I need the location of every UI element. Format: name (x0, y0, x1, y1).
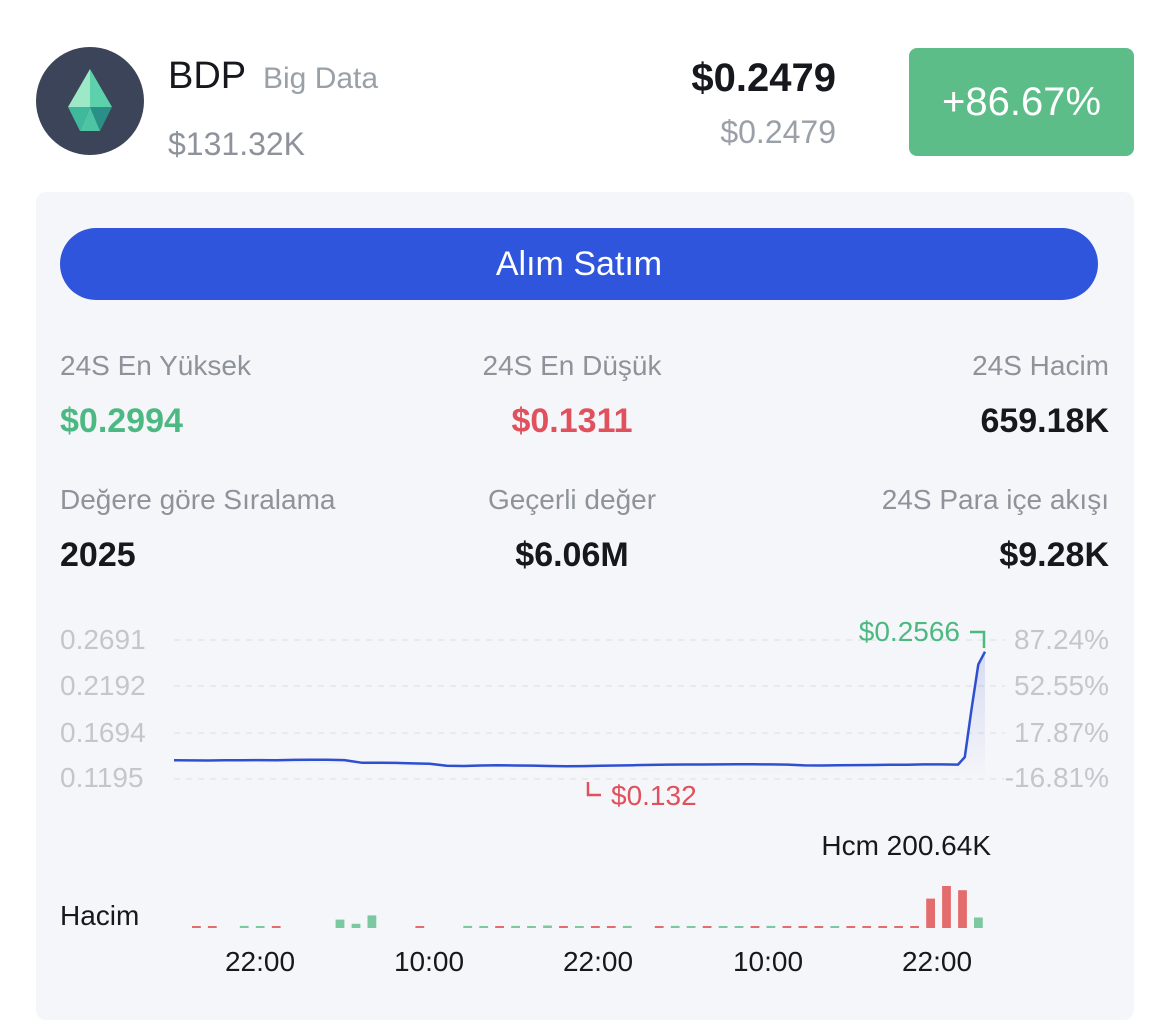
volume-bar-down (415, 926, 425, 928)
inflow-24h-label: 24S Para içe akışı (881, 484, 1109, 515)
volume-bar-up (718, 926, 728, 928)
volume-bar-down (271, 926, 281, 928)
low-24h-label: 24S En Düşük (482, 350, 662, 381)
secondary-price: $0.2479 (720, 114, 836, 150)
volume-24h-label: 24S Hacim (972, 350, 1109, 381)
rank-value: 2025 (60, 536, 136, 574)
y-tick-left: 0.2192 (60, 670, 146, 701)
inflow-24h-value: $9.28K (999, 536, 1109, 574)
low-24h-value: $0.1311 (511, 402, 633, 440)
volume-bars (192, 886, 983, 928)
coin-logo-icon (36, 47, 144, 155)
volume-bar-down (192, 926, 201, 928)
market-cap: $131.32K (168, 126, 306, 162)
volume-bar-up (686, 926, 696, 928)
high-marker-bracket (970, 630, 986, 648)
volume-bar-up (479, 926, 489, 928)
rank-label: Değere göre Sıralama (60, 484, 336, 515)
volume-max-label: Hcm 200.64K (821, 830, 991, 861)
volume-bar-up (367, 915, 377, 928)
volume-bar-up (335, 919, 345, 928)
trade-button[interactable]: Alım Satım (60, 228, 1098, 300)
volume-bar-up (670, 925, 680, 928)
volume-bar-down (495, 926, 504, 928)
time-label: 10:00 (393, 946, 465, 977)
volume-bar-down (958, 890, 967, 928)
volume-bar-up (766, 925, 776, 928)
coin-name: Big Data (263, 62, 379, 95)
volume-bar-up (830, 926, 840, 928)
y-tick-left: 0.1195 (60, 762, 144, 793)
volume-bar-down (814, 926, 824, 928)
volume-bar-down (606, 926, 616, 928)
y-tick-left: 0.2691 (60, 624, 146, 655)
volume-bar-down (846, 926, 856, 928)
y-tick-right: 52.55% (1014, 670, 1109, 701)
volume-bar-up (463, 925, 473, 928)
volume-bar-up (511, 925, 520, 928)
volume-bar-down (207, 926, 217, 928)
volume-bar-down (702, 926, 712, 928)
price-change-badge: +86.67% (909, 48, 1134, 156)
chart-grid (174, 639, 1005, 780)
volume-bar-up (734, 926, 744, 928)
current-price: $0.2479 (691, 56, 836, 100)
volume-bar-up (575, 926, 584, 928)
volume-bar-down (942, 886, 951, 928)
volume-bar-down (559, 926, 568, 928)
volume-bar-down (878, 926, 888, 928)
coin-symbol: BDP (168, 55, 247, 97)
diamond-crystal-icon (68, 69, 112, 131)
volume-bar-up (974, 917, 983, 928)
volume-bar-down (591, 926, 600, 928)
volume-bar-down (894, 926, 903, 928)
volume-24h-value: 659.18K (980, 402, 1109, 440)
market-info-panel (36, 192, 1134, 1020)
y-tick-right: 87.24% (1014, 624, 1109, 655)
high-marker-label: $0.2566 (858, 616, 960, 647)
market-value-label: Geçerli değer (487, 484, 657, 515)
y-tick-left: 0.1694 (60, 717, 146, 748)
time-label: 22:00 (901, 946, 973, 977)
time-label: 22:00 (224, 946, 296, 977)
price-area (174, 651, 985, 780)
time-label: 10:00 (732, 946, 804, 977)
volume-bar-down (798, 926, 808, 928)
volume-bar-up (622, 925, 632, 928)
volume-bar-down (654, 926, 664, 928)
volume-bar-up (255, 926, 265, 928)
low-marker-label: $0.132 (611, 780, 697, 811)
high-24h-label: 24S En Yüksek (60, 350, 251, 381)
market-value-value: $6.06M (515, 536, 629, 574)
y-tick-right: -16.81% (1004, 762, 1109, 793)
volume-bar-down (862, 926, 872, 928)
high-24h-value: $0.2994 (60, 402, 183, 440)
low-marker-bracket (586, 782, 601, 797)
volume-bar-down (750, 926, 760, 928)
volume-bar-down (926, 898, 935, 928)
volume-bar-down (782, 926, 792, 928)
y-tick-right: 17.87% (1014, 717, 1109, 748)
price-line (173, 651, 987, 768)
volume-bar-up (239, 925, 249, 928)
volume-bar-down (910, 926, 919, 928)
volume-bar-up (527, 926, 536, 928)
volume-bar-up (351, 923, 361, 928)
time-label: 22:00 (562, 946, 634, 977)
volume-bar-up (543, 925, 552, 928)
volume-label: Hacim (60, 900, 140, 931)
